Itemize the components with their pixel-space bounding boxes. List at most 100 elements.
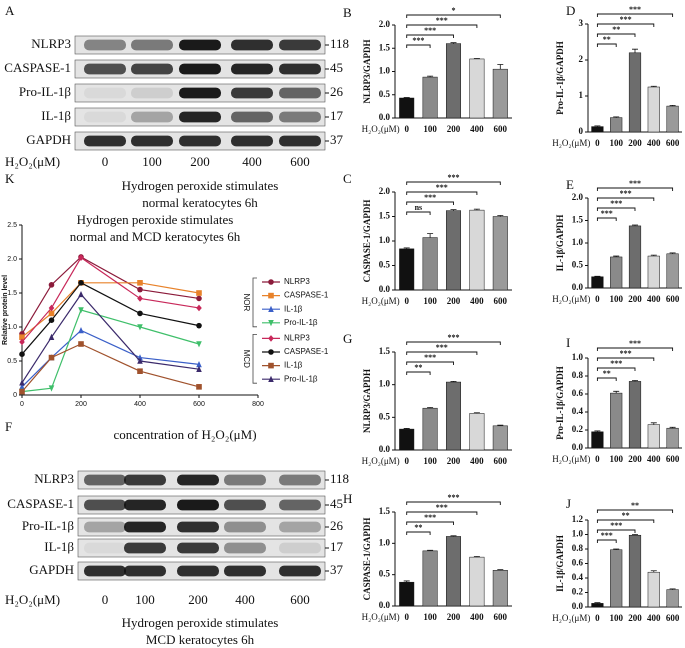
protein-label: GAPDH [29, 562, 74, 577]
point [48, 310, 55, 317]
bar [610, 549, 623, 608]
x-axis-title: H₂O₂(μM) [552, 294, 590, 304]
y-tick-label: 0 [13, 392, 17, 399]
y-tick-label: 1.0 [572, 237, 584, 247]
y-tick-label: 0.6 [572, 558, 584, 568]
x-tick-label: 400 [470, 296, 484, 306]
significance-label: *** [448, 493, 460, 502]
significance-label: *** [620, 189, 632, 198]
point [48, 385, 55, 392]
error-bar [427, 549, 434, 551]
protein-label: NLRP3 [31, 36, 71, 51]
bar [399, 97, 415, 119]
blot-band [279, 521, 321, 533]
bar [399, 428, 415, 451]
legend-label: NLRP3 [284, 277, 310, 286]
blot-band [84, 521, 126, 533]
significance-bracket [596, 13, 674, 17]
error-bar [632, 48, 638, 53]
significance-label: *** [629, 339, 641, 348]
y-tick-label: 1.0 [379, 66, 391, 76]
point [48, 304, 55, 312]
kda-label: 45 [330, 60, 343, 75]
significance-bracket [406, 24, 478, 28]
panel-letter: J [566, 496, 571, 511]
x-tick-label: 100 [609, 138, 623, 148]
y-tick-label: 1.2 [572, 514, 584, 524]
point [137, 310, 143, 317]
point [137, 324, 143, 331]
kda-label: 45 [330, 496, 343, 511]
y-tick-label: 1.0 [572, 352, 584, 362]
blot-band [279, 111, 321, 123]
lane-label: 0 [102, 154, 109, 169]
x-tick-label: 600 [494, 296, 508, 306]
y-axis-title: Relative protein level [2, 275, 9, 345]
error-bar [450, 381, 457, 383]
kda-label: 37 [330, 562, 344, 577]
significance-label: ** [603, 369, 611, 378]
point [268, 279, 274, 285]
blot-caption: Hydrogen peroxide stimulates [122, 178, 279, 193]
bar [469, 413, 485, 451]
x-tick-label: 400 [647, 454, 661, 464]
error-bar [427, 233, 434, 238]
y-tick-label: 1.5 [379, 506, 391, 516]
bar [445, 210, 462, 291]
bar [666, 253, 679, 289]
blot-band [231, 63, 273, 75]
protein-label: IL-1β [41, 108, 71, 123]
panel-letter: C [343, 171, 352, 186]
protein-label: CASPASE-1 [7, 496, 74, 511]
x-axis-title: H₂O₂(μM) [362, 296, 400, 306]
blot-band [179, 63, 221, 75]
blot-band [84, 39, 126, 51]
significance-bracket [596, 519, 655, 523]
y-tick-label: 0.6 [572, 388, 584, 398]
significance-bracket [406, 501, 501, 505]
chart-title: Hydrogen peroxide stimulates [77, 212, 234, 227]
x-tick-label: 100 [423, 296, 437, 306]
blot-band [279, 565, 321, 577]
y-tick-label: 1 [579, 90, 584, 100]
y-tick-label: 0.8 [572, 370, 584, 380]
error-bar [497, 64, 504, 70]
blot-band [179, 135, 221, 147]
blot-band [231, 39, 273, 51]
significance-label: ** [612, 25, 620, 34]
blot-band [131, 135, 173, 147]
error-bar [650, 254, 657, 257]
y-tick-label: 1.0 [379, 537, 391, 547]
significance-bracket [406, 181, 501, 185]
point [268, 375, 274, 382]
significance-bracket [596, 43, 617, 47]
protein-label: GAPDH [26, 132, 71, 147]
blot-band [279, 63, 321, 75]
bar [628, 534, 642, 608]
point [19, 338, 25, 346]
bar [492, 216, 508, 291]
panel-letter: H [343, 491, 352, 506]
significance-bracket [406, 211, 431, 215]
x-tick-label: 0 [595, 138, 600, 148]
error-bar [450, 209, 457, 211]
y-tick-label: 0.4 [572, 406, 584, 416]
blot-band [279, 39, 321, 51]
significance-label: *** [424, 193, 436, 202]
significance-label: *** [601, 531, 613, 540]
legend-label: IL-1β [284, 361, 303, 370]
blot-band [84, 87, 126, 99]
error-bar [403, 580, 410, 583]
lane-label: 0 [102, 592, 109, 607]
significance-bracket [596, 357, 655, 361]
kda-label: 37 [330, 132, 344, 147]
legend-label: IL-1β [284, 304, 303, 313]
y-tick-label: 1.0 [379, 235, 391, 245]
y-tick-label: 2.0 [572, 192, 584, 202]
error-bar [473, 556, 480, 558]
error-bar [650, 85, 657, 87]
significance-label: *** [436, 183, 448, 192]
protein-label: IL-1β [44, 539, 74, 554]
significance-label: * [452, 6, 456, 15]
